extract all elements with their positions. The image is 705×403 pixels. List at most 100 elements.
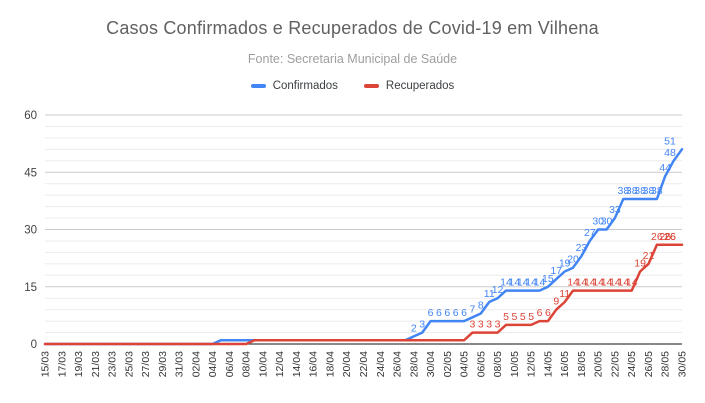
point-label: 6 <box>537 307 543 319</box>
point-label: 38 <box>626 185 638 197</box>
recuperados-line <box>43 243 684 346</box>
point-label: 38 <box>651 185 663 197</box>
x-tick-label: 08/05 <box>492 351 504 377</box>
point-label: 14 <box>576 277 588 289</box>
x-tick-label: 29/03 <box>157 351 169 377</box>
point-label: 15 <box>542 273 554 285</box>
x-tick-label: 18/04 <box>324 351 336 377</box>
point-label: 14 <box>592 277 604 289</box>
x-tick-label: 02/05 <box>442 351 454 377</box>
x-tick-label: 26/05 <box>643 351 655 377</box>
point-label: 19 <box>559 257 571 269</box>
x-tick-label: 04/05 <box>459 351 471 377</box>
x-tick-label: 24/05 <box>626 351 638 377</box>
x-tick-label: 04/04 <box>207 351 219 377</box>
point-label: 14 <box>534 277 546 289</box>
chart-subtitle: Fonte: Secretaria Municipal de Saúde <box>247 52 458 66</box>
point-label: 21 <box>643 250 655 262</box>
legend-item-recuperados: Recuperados <box>363 80 455 92</box>
point-label: 44 <box>659 162 671 174</box>
point-label: 27 <box>584 227 596 239</box>
x-tick-label: 22/05 <box>609 351 621 377</box>
x-tick-label: 02/04 <box>190 351 202 377</box>
x-tick-label: 14/04 <box>291 351 303 377</box>
x-tick-label: 22/04 <box>358 351 370 377</box>
point-label: 5 <box>511 311 517 323</box>
x-tick-label: 06/04 <box>224 351 236 377</box>
x-tick-label: 16/05 <box>559 351 571 377</box>
x-tick-label: 12/04 <box>274 351 286 377</box>
point-label: 14 <box>525 277 537 289</box>
y-tick-label: 30 <box>24 225 37 237</box>
legend-label-recuperados: Recuperados <box>385 80 455 92</box>
x-tick-label: 10/04 <box>257 351 269 377</box>
point-label: 30 <box>601 216 613 228</box>
point-label: 6 <box>428 307 434 319</box>
x-tick-label: 10/05 <box>509 351 521 377</box>
point-label: 19 <box>634 257 646 269</box>
x-tick-label: 27/03 <box>140 351 152 377</box>
x-tick-label: 15/03 <box>40 351 52 377</box>
point-label: 38 <box>643 185 655 197</box>
x-tick-label: 23/03 <box>107 351 119 377</box>
point-label: 6 <box>436 307 442 319</box>
legend-item-confirmados: Confirmados <box>250 80 338 92</box>
x-tick-label: 16/04 <box>308 351 320 377</box>
point-label: 3 <box>486 319 492 331</box>
point-label: 6 <box>461 307 467 319</box>
point-label: 14 <box>509 277 521 289</box>
point-label: 26 <box>664 231 676 243</box>
y-tick-label: 0 <box>31 339 37 351</box>
point-label: 9 <box>553 296 559 308</box>
x-tick-label: 17/03 <box>56 351 68 377</box>
point-label: 14 <box>517 277 529 289</box>
point-label: 14 <box>500 277 512 289</box>
point-label: 6 <box>444 307 450 319</box>
point-label: 2 <box>411 322 417 334</box>
point-label: 48 <box>664 147 676 159</box>
x-tick-label: 28/04 <box>408 351 420 377</box>
x-tick-label: 30/04 <box>425 351 437 377</box>
point-label: 14 <box>609 277 621 289</box>
point-label: 8 <box>478 299 484 311</box>
y-tick-label: 60 <box>24 110 37 122</box>
point-label: 23 <box>576 242 588 254</box>
recuperados-line-marker-icon <box>363 84 379 88</box>
x-tick-label: 20/04 <box>341 351 353 377</box>
point-label: 14 <box>626 277 638 289</box>
point-label: 20 <box>567 254 579 266</box>
y-tick-label: 45 <box>24 167 37 179</box>
point-label: 7 <box>470 303 476 315</box>
x-tick-label: 18/05 <box>576 351 588 377</box>
point-label: 5 <box>520 311 526 323</box>
confirmados-line-marker-icon <box>250 84 266 88</box>
point-label: 38 <box>634 185 646 197</box>
y-tick-label: 15 <box>24 282 37 294</box>
point-label: 12 <box>492 284 504 296</box>
point-label: 5 <box>528 311 534 323</box>
point-label: 33 <box>609 204 621 216</box>
x-tick-label: 08/04 <box>241 351 253 377</box>
point-label: 17 <box>550 265 562 277</box>
legend-label-confirmados: Confirmados <box>272 80 338 92</box>
x-tick-label: 24/04 <box>375 351 387 377</box>
point-label: 11 <box>484 288 495 300</box>
x-tick-label: 21/03 <box>90 351 102 377</box>
point-label: 6 <box>453 307 459 319</box>
point-label: 26 <box>659 231 671 243</box>
x-tick-label: 30/05 <box>677 351 689 377</box>
point-label: 14 <box>567 277 579 289</box>
chart-legend: Confirmados Recuperados <box>0 80 705 92</box>
point-label: 3 <box>470 319 476 331</box>
x-tick-label: 14/05 <box>542 351 554 377</box>
point-label: 38 <box>617 185 629 197</box>
point-label: 3 <box>495 319 501 331</box>
point-label: 14 <box>617 277 629 289</box>
point-label: 14 <box>584 277 596 289</box>
x-tick-label: 25/03 <box>123 351 135 377</box>
x-tick-label: 12/05 <box>526 351 538 377</box>
point-label: 51 <box>664 135 676 147</box>
x-tick-label: 19/03 <box>73 351 85 377</box>
x-tick-label: 06/05 <box>475 351 487 377</box>
